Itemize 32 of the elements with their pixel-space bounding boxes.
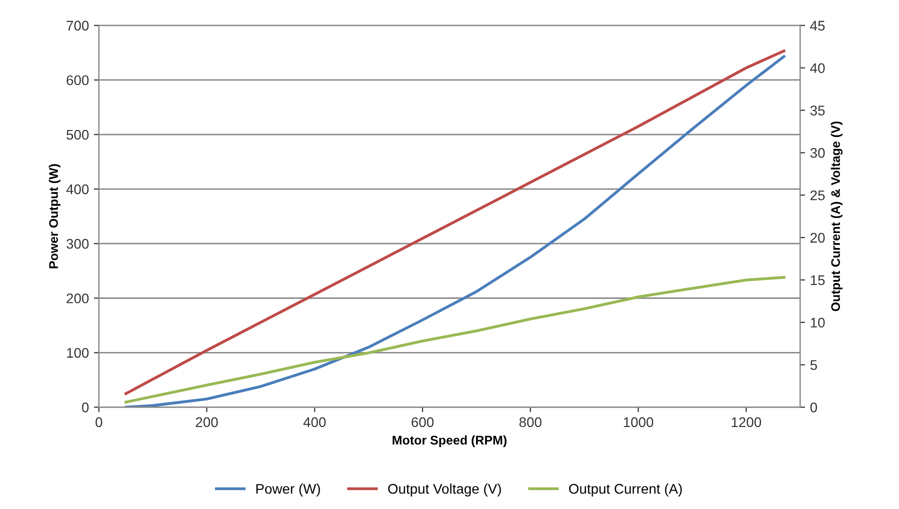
- y-tick-label: 500: [66, 130, 89, 140]
- line-series: [124, 276, 786, 404]
- y-tick-label: 600: [66, 75, 89, 86]
- x-tick-label: 200: [196, 417, 218, 428]
- legend-label: Output Voltage (V): [388, 484, 501, 496]
- y2-axis-title: Output Current (A) & Voltage (V): [830, 122, 843, 312]
- y2-tick-label: 10: [810, 318, 825, 328]
- y2-tick-label: 40: [810, 63, 825, 74]
- y-tick-label: 200: [66, 293, 89, 304]
- y-tick-label: 100: [67, 348, 89, 358]
- y-tick-label: 0: [82, 402, 89, 412]
- y-tick-label: 400: [66, 184, 89, 194]
- y-axis-title: Power Output (W): [48, 164, 60, 268]
- x-tick-label: 600: [412, 417, 434, 428]
- y-tick-label: 300: [66, 238, 89, 249]
- x-tick-label: 400: [303, 417, 326, 428]
- y2-tick-label: 35: [810, 106, 825, 116]
- y2-tick-label: 45: [810, 20, 825, 31]
- x-tick-label: 1200: [732, 417, 762, 428]
- y2-tick-label: 5: [810, 360, 817, 370]
- y2-tick-label: 0: [810, 402, 818, 412]
- y2-tick-label: 25: [810, 190, 825, 200]
- legend-label: Power (W): [256, 484, 320, 496]
- x-tick-label: 800: [519, 417, 542, 428]
- y2-tick-label: 30: [810, 148, 825, 158]
- x-axis-title: Motor Speed (RPM): [392, 435, 507, 448]
- x-tick-label: 0: [96, 417, 102, 428]
- y2-tick-label: 20: [810, 232, 825, 243]
- y-tick-label: 700: [66, 20, 89, 31]
- x-tick-label: 1000: [624, 417, 654, 428]
- legend-label: Output Current (A): [569, 484, 682, 496]
- y2-tick-label: 15: [810, 275, 825, 286]
